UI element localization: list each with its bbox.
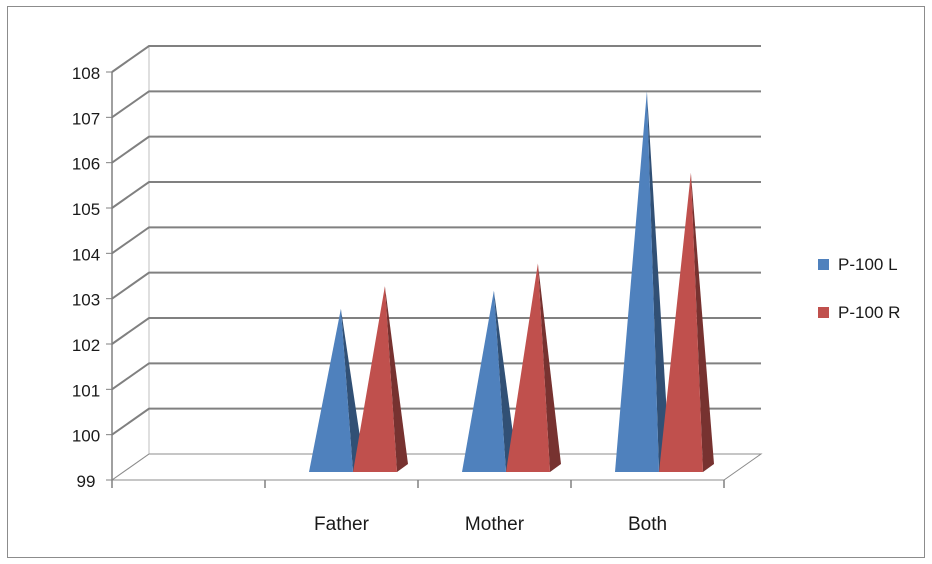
- gridline: [111, 317, 761, 345]
- pyramid-1-2: [462, 290, 506, 472]
- legend-label-series-1: P-100 L: [838, 255, 898, 274]
- gridline: [111, 45, 761, 73]
- pyramid-1-3: [615, 91, 659, 472]
- pyramid-2-2: [506, 263, 550, 472]
- chart-frame: [7, 6, 925, 558]
- side-wall: [111, 45, 150, 481]
- gridline: [111, 362, 761, 391]
- y-tick-label: 106: [72, 155, 100, 174]
- y-tick-label: 103: [72, 291, 100, 310]
- pyramid-1-1-side: [340, 308, 364, 472]
- gridline: [111, 90, 761, 119]
- pyramid-2-1: [353, 286, 397, 472]
- gridline: [111, 135, 761, 164]
- x-tick-label: Both: [628, 514, 667, 535]
- pyramid-2-1-side: [384, 286, 408, 472]
- gridline: [111, 271, 761, 300]
- y-tick-label: 105: [72, 200, 100, 219]
- gridline: [111, 181, 761, 209]
- legend-label-series-2: P-100 R: [838, 303, 901, 322]
- gridline: [111, 226, 761, 255]
- pyramid-1-1: [309, 308, 353, 472]
- pyramid-1-2-side: [493, 290, 517, 472]
- y-tick-label: 100: [72, 427, 100, 446]
- gridlines: [111, 45, 761, 436]
- y-tick-label: 99: [77, 472, 96, 491]
- x-tick-label: Father: [314, 514, 370, 535]
- y-tick-label: 102: [72, 336, 100, 355]
- pyramid-2-2-side: [537, 263, 561, 472]
- y-tick-label: 107: [72, 109, 100, 128]
- x-tick-labels: Father Mother Both: [314, 514, 667, 535]
- y-tick-label: 104: [72, 245, 100, 264]
- y-tick-labels: 99 100 101 102 103 104 105 106 107 108: [72, 64, 100, 491]
- legend-swatch-series-2: [818, 307, 829, 318]
- x-tick-label: Mother: [465, 514, 525, 535]
- floor: [110, 453, 763, 481]
- pyramid-1-3-side: [646, 91, 670, 472]
- y-tick-label: 108: [72, 64, 100, 83]
- gridline: [111, 407, 761, 436]
- legend-swatch-series-1: [818, 259, 829, 270]
- y-tick-label: 101: [72, 381, 100, 400]
- pyramid-2-3-side: [690, 172, 714, 473]
- data-marks: [309, 91, 714, 473]
- axes: [106, 71, 725, 488]
- pyramid-2-3: [659, 172, 703, 473]
